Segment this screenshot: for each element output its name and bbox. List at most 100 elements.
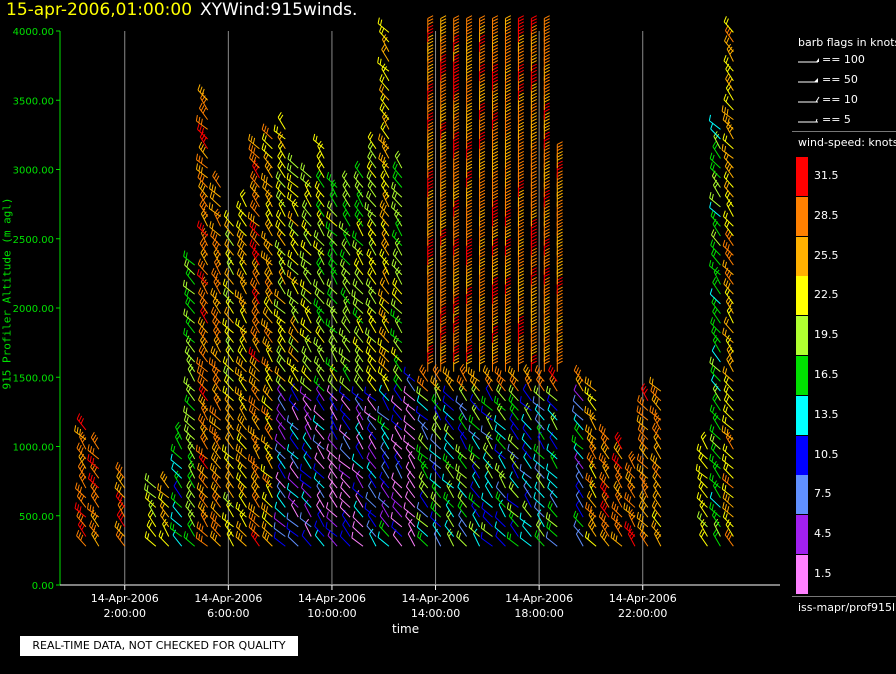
barb-flag	[222, 491, 226, 498]
barb-flag	[505, 166, 512, 171]
barb-staff	[407, 533, 416, 547]
wind-barb	[248, 365, 260, 382]
barb-flag	[440, 231, 447, 236]
barb-flag	[507, 443, 510, 450]
barb-flag	[157, 483, 160, 490]
barb-flag	[379, 25, 383, 32]
barb-staff	[304, 310, 312, 324]
wind-barb	[470, 481, 480, 499]
barb-flag	[419, 532, 422, 539]
barb-flag	[505, 283, 512, 287]
barb-staff	[248, 459, 260, 470]
barb-flag	[367, 131, 372, 138]
barb-flag	[78, 444, 82, 451]
barb-flag	[453, 289, 460, 294]
barb-flag	[518, 186, 524, 190]
barb-flag	[250, 504, 253, 511]
barb-flag	[505, 95, 512, 100]
wind-barb	[261, 230, 273, 247]
wind-barb	[453, 296, 460, 314]
barb-staff	[261, 148, 273, 159]
x-tick-time: 14:00:00	[411, 607, 460, 620]
wind-barb	[286, 444, 299, 460]
barb-flag	[315, 315, 320, 322]
barb-staff	[172, 534, 183, 547]
barb-flag	[80, 447, 84, 454]
barb-staff	[481, 498, 493, 508]
barb-flag	[422, 369, 427, 376]
barb-flag	[289, 212, 293, 220]
barb-staff	[184, 419, 196, 431]
barb-staff	[172, 505, 183, 518]
barb-staff	[329, 330, 338, 343]
barb-flag	[117, 531, 122, 538]
barb-flag	[275, 209, 280, 216]
barb-flag	[352, 297, 356, 304]
barb-staff	[248, 352, 260, 363]
barb-flag	[300, 239, 304, 246]
barb-flag	[466, 105, 473, 110]
barb-staff	[339, 506, 351, 518]
barb-flag	[252, 137, 256, 144]
barb-staff	[299, 479, 312, 489]
wind-barb	[504, 150, 512, 169]
barb-flag	[198, 358, 201, 366]
wind-barb	[379, 200, 390, 217]
barb-flag	[479, 118, 486, 122]
barb-flag	[440, 183, 447, 187]
barb-staff	[261, 526, 273, 537]
barb-flag	[377, 531, 380, 538]
wind-barb	[343, 295, 351, 314]
barb-staff	[87, 459, 100, 470]
barb-staff	[395, 271, 403, 285]
barb-staff	[184, 429, 196, 440]
barb-staff	[291, 407, 299, 421]
barb-flag	[327, 432, 331, 439]
barb-flag	[457, 500, 461, 507]
barb-flag	[492, 108, 499, 113]
wind-barb	[444, 519, 455, 537]
barb-flag	[403, 415, 406, 422]
barb-flag	[278, 153, 283, 160]
barb-flag	[453, 21, 460, 25]
barb-flag	[225, 471, 229, 477]
barb-flag	[262, 336, 266, 343]
barb-flag	[458, 532, 462, 539]
barb-flag	[417, 414, 421, 421]
barb-flag	[146, 533, 150, 540]
barb-flag	[196, 365, 200, 372]
barb-staff	[225, 340, 234, 353]
wind-barb	[183, 250, 195, 266]
barb-flag	[330, 260, 334, 267]
barb-staff	[480, 537, 493, 547]
barb-flag	[479, 224, 486, 229]
barb-flag	[366, 520, 370, 527]
barb-flag	[184, 259, 187, 266]
barb-flag	[301, 442, 305, 449]
barb-staff	[187, 524, 196, 537]
barb-flag	[479, 176, 486, 181]
wind-barb	[403, 424, 416, 440]
barb-flag	[331, 308, 336, 314]
barb-flag	[212, 348, 216, 355]
barb-flag	[440, 141, 447, 145]
barb-flag	[315, 325, 319, 332]
wind-barb	[237, 238, 247, 256]
barb-flag	[479, 218, 486, 223]
barb-staff	[184, 264, 196, 276]
barb-flag	[430, 433, 433, 440]
barb-flag	[116, 509, 121, 516]
barb-staff	[225, 466, 234, 479]
barb-staff	[429, 449, 442, 460]
barb-flag	[492, 189, 499, 194]
barb-staff	[313, 477, 325, 489]
barb-flag	[479, 137, 486, 142]
wind-barb	[313, 337, 325, 353]
barb-flag	[161, 473, 166, 480]
barb-staff	[394, 242, 403, 256]
barb-flag	[80, 495, 85, 502]
wind-barb	[480, 522, 493, 537]
wind-barb	[395, 460, 403, 479]
barb-flag	[251, 480, 255, 487]
y-tick-label: 1500.00	[13, 373, 54, 384]
